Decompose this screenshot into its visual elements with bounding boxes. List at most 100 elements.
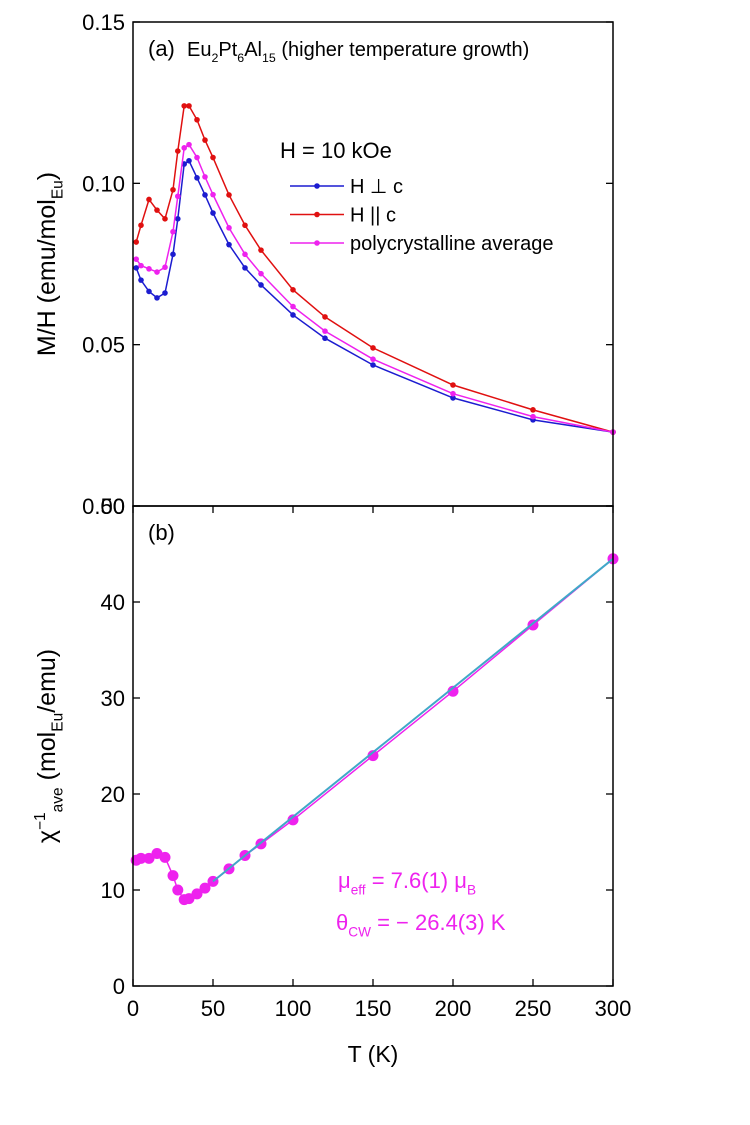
y-tick-label: 40 [101, 590, 125, 615]
data-point [370, 345, 376, 351]
data-point [194, 175, 200, 181]
legend-label: H ⊥ c [350, 176, 403, 198]
data-point [133, 239, 139, 245]
data-point [181, 103, 187, 109]
text-part: μ [338, 868, 351, 893]
data-point [258, 247, 264, 253]
data-point [143, 852, 155, 864]
data-point [322, 335, 328, 342]
data-point [138, 277, 144, 283]
panel-label: (a) [148, 36, 175, 61]
data-point [138, 222, 144, 229]
plot-frame [132, 505, 614, 987]
legend-label: polycrystalline average [350, 233, 553, 255]
data-point [175, 148, 181, 154]
legend-swatch [314, 211, 320, 218]
data-point [154, 269, 160, 275]
series-line [135, 558, 614, 901]
x-tick-label: 0 [127, 996, 139, 1021]
text-part: = − 26.4(3) K [371, 910, 506, 935]
x-axis-label: T (K) [348, 1041, 399, 1067]
data-point [181, 145, 187, 151]
data-point [370, 362, 376, 368]
text-part: ) [33, 172, 61, 180]
data-point [146, 266, 152, 272]
data-point [258, 282, 264, 288]
series-line [135, 159, 614, 433]
text-part: B [467, 883, 476, 898]
data-point [210, 210, 216, 216]
data-point [172, 884, 184, 896]
text-part: Eu [50, 713, 67, 732]
text-part: eff [351, 883, 366, 898]
series-line [212, 558, 614, 883]
data-point [199, 882, 211, 894]
data-point [159, 851, 171, 863]
data-point [162, 290, 168, 296]
y-tick-label: 0.00 [82, 494, 125, 519]
data-point [167, 870, 179, 882]
data-point [162, 216, 168, 222]
text-part: 15 [262, 51, 276, 65]
data-point [287, 814, 299, 826]
data-point [186, 157, 192, 164]
x-tick-label: 100 [275, 996, 312, 1021]
x-tick-label: 250 [515, 996, 552, 1021]
plot-frame [132, 21, 614, 507]
text-part: /emu) [33, 649, 61, 713]
y-axis-label: M/H (emu/molEu) [33, 172, 67, 356]
text-part: Pt [218, 39, 237, 61]
data-point [170, 186, 176, 193]
y-tick-label: 0.15 [82, 10, 125, 35]
text-part: 2 [211, 51, 218, 65]
text-part: 6 [237, 51, 244, 65]
y-tick-label: 30 [101, 686, 125, 711]
data-point [186, 103, 192, 109]
data-point [322, 314, 328, 320]
y-tick-label: 0.05 [82, 333, 125, 358]
data-point [135, 852, 147, 864]
data-point [170, 228, 176, 235]
data-point [210, 154, 216, 161]
data-point [202, 174, 208, 180]
data-point [290, 312, 296, 318]
text-part: CW [348, 925, 371, 940]
text-part: M/H (emu/mol [33, 199, 61, 356]
data-point [322, 328, 328, 334]
text-part: θ [336, 910, 348, 935]
data-point [290, 303, 296, 310]
text-part: = 7.6(1) μ [366, 868, 467, 893]
data-point [242, 251, 248, 258]
data-point [242, 265, 248, 271]
data-point [183, 893, 195, 905]
data-point [450, 395, 456, 401]
annotation: θCW = − 26.4(3) K [336, 910, 506, 940]
text-part: (mol [33, 732, 61, 788]
data-point [175, 216, 181, 222]
data-point [194, 116, 200, 123]
data-point [226, 225, 232, 231]
sample-label: Eu2Pt6Al15 (higher temperature growth) [187, 39, 529, 65]
data-point [530, 407, 536, 413]
data-point [530, 413, 536, 420]
data-point [186, 141, 192, 148]
data-point [450, 390, 456, 397]
data-point [202, 192, 208, 198]
text-part: Eu [187, 39, 211, 61]
data-point [138, 262, 144, 269]
data-point [146, 288, 152, 295]
data-point [146, 196, 152, 203]
text-part: χ [33, 830, 61, 843]
panel-label: (b) [148, 520, 175, 545]
data-point [162, 264, 168, 271]
data-point [202, 137, 208, 143]
data-point [194, 154, 200, 161]
legend-label: H || c [350, 205, 396, 227]
y-tick-label: 50 [101, 494, 125, 519]
data-point [226, 192, 232, 198]
y-axis-label: χ−1ave (molEu/emu) [32, 649, 67, 843]
data-point [133, 265, 139, 271]
text-part: ave [50, 787, 67, 812]
legend-swatch [314, 240, 320, 246]
